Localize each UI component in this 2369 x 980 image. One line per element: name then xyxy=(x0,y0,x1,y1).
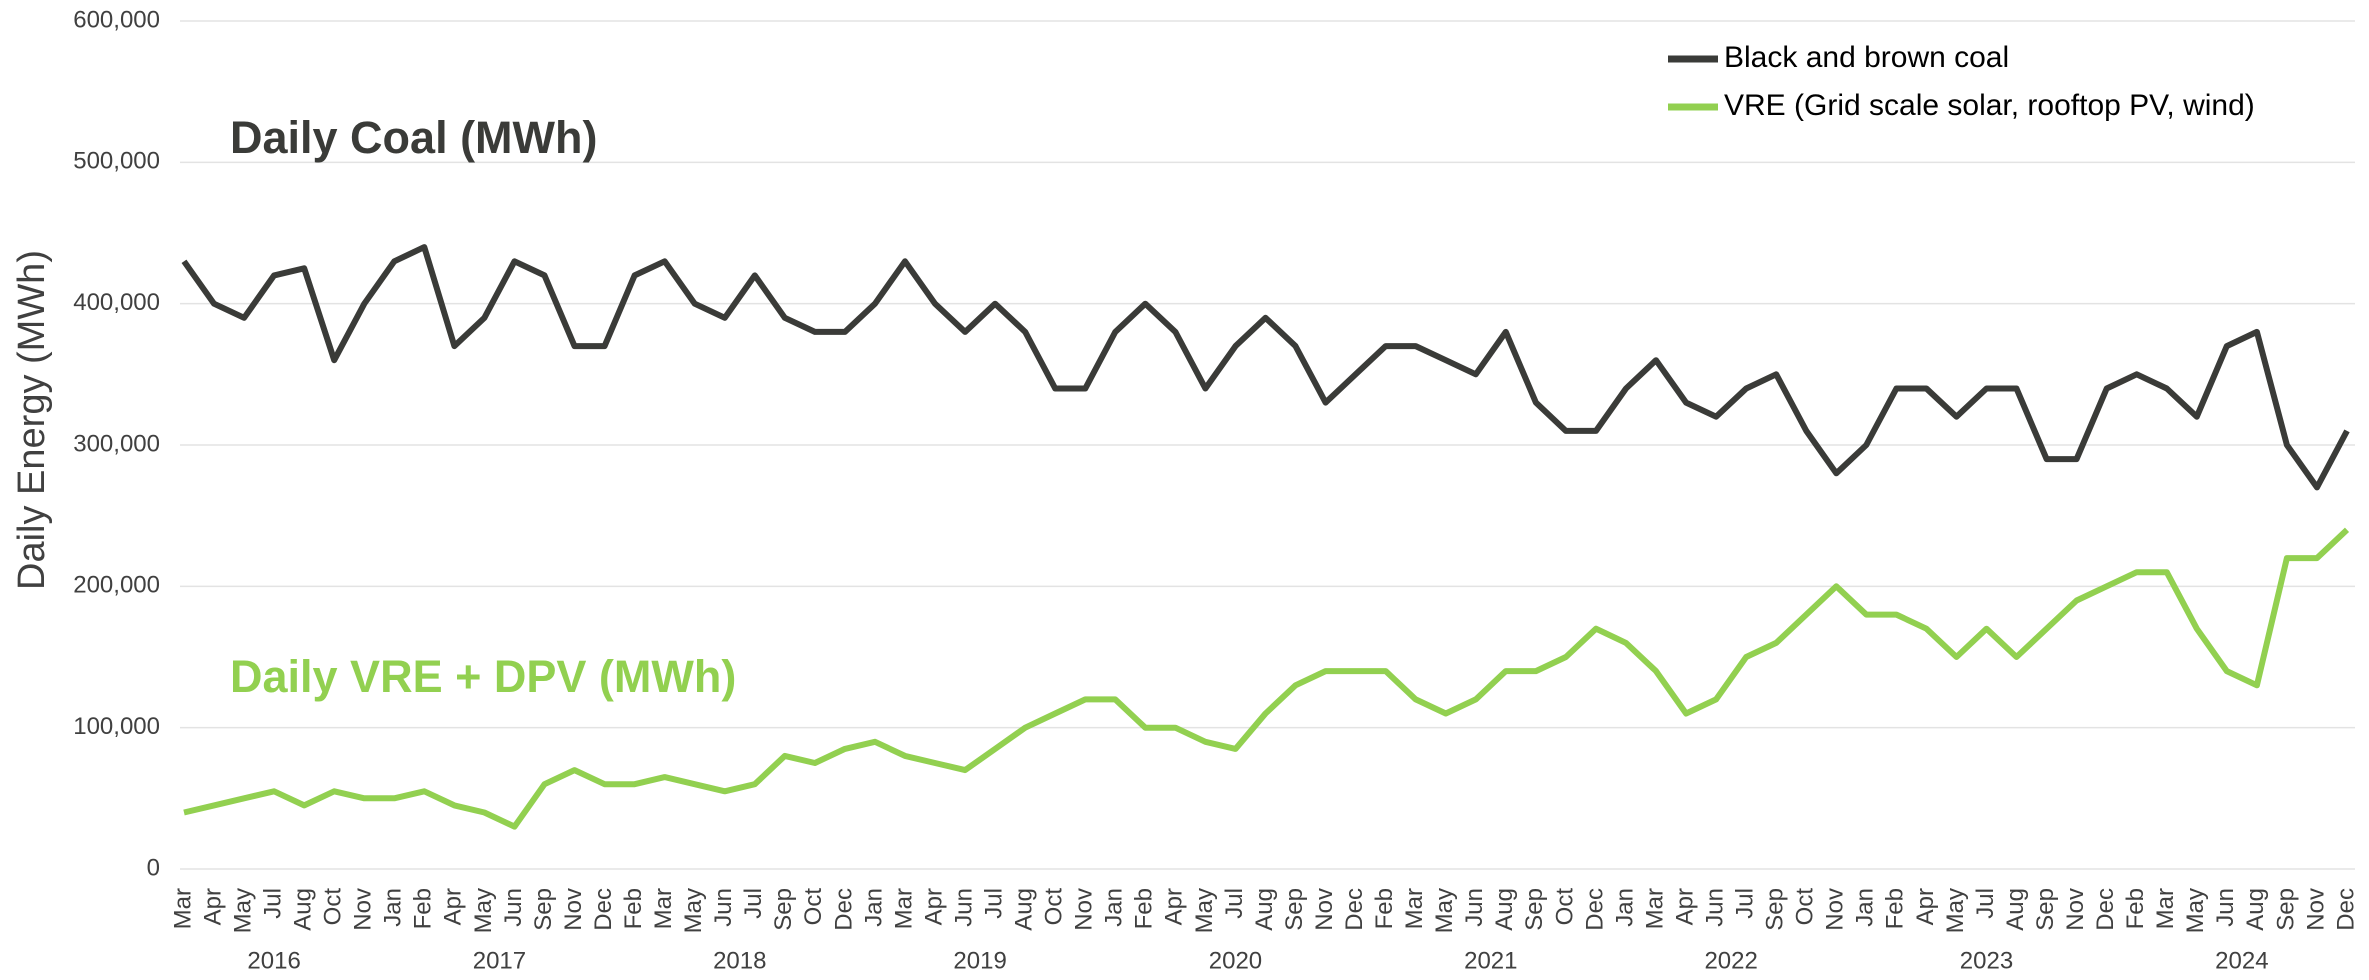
year-label: 2024 xyxy=(2215,947,2268,974)
x-tick-label: Jul xyxy=(980,888,1007,919)
x-tick-label: Nov xyxy=(1822,888,1849,931)
x-tick-label: Oct xyxy=(1551,888,1578,926)
x-tick-label: Nov xyxy=(1071,888,1098,931)
x-tick-label: Aug xyxy=(290,888,317,931)
x-tick-label: Jan xyxy=(860,888,887,927)
x-tick-label: Mar xyxy=(1641,888,1668,929)
x-tick-label: May xyxy=(1942,888,1969,933)
x-tick-label: Jul xyxy=(1221,888,1248,919)
x-tick-label: Jun xyxy=(1461,888,1488,927)
x-tick-label: Jul xyxy=(1972,888,1999,919)
x-tick-label: Nov xyxy=(560,888,587,931)
x-tick-label: Dec xyxy=(590,888,617,931)
x-tick-label: Aug xyxy=(2002,888,2029,931)
year-label: 2022 xyxy=(1704,947,1757,974)
x-tick-label: Feb xyxy=(2122,888,2149,929)
x-tick-label: Jun xyxy=(1701,888,1728,927)
x-tick-label: Feb xyxy=(1371,888,1398,929)
x-tick-label: Sep xyxy=(1762,888,1789,931)
x-tick-label: Mar xyxy=(1401,888,1428,929)
year-label: 2016 xyxy=(247,947,300,974)
x-tick-label: Feb xyxy=(410,888,437,929)
x-tick-label: Jul xyxy=(740,888,767,919)
x-tick-label: Sep xyxy=(770,888,797,931)
x-tick-label: Nov xyxy=(2302,888,2329,931)
x-tick-label: Jan xyxy=(1611,888,1638,927)
y-tick-label: 100,000 xyxy=(73,713,160,740)
x-tick-label: Mar xyxy=(169,888,196,929)
x-tick-label: Apr xyxy=(1912,888,1939,925)
x-tick-label: Oct xyxy=(1792,888,1819,926)
year-label: 2021 xyxy=(1464,947,1517,974)
x-tick-label: Dec xyxy=(2092,888,2119,931)
y-tick-label: 200,000 xyxy=(73,572,160,599)
year-label: 2018 xyxy=(713,947,766,974)
y-tick-label: 600,000 xyxy=(73,6,160,33)
x-tick-label: Oct xyxy=(800,888,827,926)
x-tick-label: Jan xyxy=(1852,888,1879,927)
x-tick-label: Jun xyxy=(2212,888,2239,927)
y-tick-label: 500,000 xyxy=(73,148,160,175)
x-tick-label: May xyxy=(680,888,707,933)
y-tick-label: 400,000 xyxy=(73,289,160,316)
x-tick-label: Mar xyxy=(650,888,677,929)
x-tick-label: Apr xyxy=(1671,888,1698,925)
x-tick-label: Feb xyxy=(1131,888,1158,929)
x-tick-label: Sep xyxy=(1521,888,1548,931)
x-tick-label: Mar xyxy=(890,888,917,929)
x-tick-label: May xyxy=(229,888,256,933)
x-tick-label: May xyxy=(2182,888,2209,933)
x-tick-label: Dec xyxy=(2332,888,2359,931)
x-tick-label: Dec xyxy=(830,888,857,931)
x-tick-label: Aug xyxy=(1011,888,1038,931)
x-tick-label: Feb xyxy=(620,888,647,929)
x-tick-label: Dec xyxy=(1341,888,1368,931)
annotation: Daily Coal (MWh) xyxy=(230,112,598,163)
x-tick-label: Jan xyxy=(1101,888,1128,927)
x-tick-label: Dec xyxy=(1581,888,1608,931)
year-label: 2017 xyxy=(473,947,526,974)
x-tick-label: Mar xyxy=(2152,888,2179,929)
x-tick-label: Aug xyxy=(1251,888,1278,931)
x-tick-label: Apr xyxy=(199,888,226,925)
year-label: 2019 xyxy=(953,947,1006,974)
x-tick-label: Aug xyxy=(2242,888,2269,931)
x-tick-label: Sep xyxy=(530,888,557,931)
legend-label: VRE (Grid scale solar, rooftop PV, wind) xyxy=(1724,89,2255,122)
x-tick-label: Jan xyxy=(380,888,407,927)
year-label: 2023 xyxy=(1960,947,2013,974)
x-tick-label: May xyxy=(1191,888,1218,933)
y-axis-title: Daily Energy (MWh) xyxy=(11,250,53,590)
x-tick-label: Jun xyxy=(950,888,977,927)
data-line xyxy=(181,244,2350,491)
annotation: Daily VRE + DPV (MWh) xyxy=(230,651,736,702)
data-line xyxy=(183,527,2350,830)
x-tick-label: May xyxy=(470,888,497,933)
x-tick-label: Jul xyxy=(259,888,286,919)
x-tick-label: Jun xyxy=(710,888,737,927)
x-tick-label: Jun xyxy=(500,888,527,927)
x-tick-label: Jul xyxy=(1732,888,1759,919)
y-tick-label: 300,000 xyxy=(73,430,160,457)
x-tick-label: May xyxy=(1431,888,1458,933)
x-tick-label: Oct xyxy=(1041,888,1068,926)
x-tick-label: Sep xyxy=(2032,888,2059,931)
x-tick-label: Nov xyxy=(1311,888,1338,931)
x-tick-label: Apr xyxy=(1161,888,1188,925)
legend-label: Black and brown coal xyxy=(1724,41,2009,74)
x-tick-label: Apr xyxy=(440,888,467,925)
x-tick-label: Nov xyxy=(2062,888,2089,931)
x-tick-label: Apr xyxy=(920,888,947,925)
x-tick-label: Feb xyxy=(1882,888,1909,929)
x-tick-label: Nov xyxy=(350,888,377,931)
x-tick-label: Sep xyxy=(2272,888,2299,931)
year-label: 2020 xyxy=(1209,947,1262,974)
y-tick-label: 0 xyxy=(147,854,160,881)
x-tick-label: Oct xyxy=(320,888,347,926)
x-tick-label: Aug xyxy=(1491,888,1518,931)
x-tick-label: Sep xyxy=(1281,888,1308,931)
